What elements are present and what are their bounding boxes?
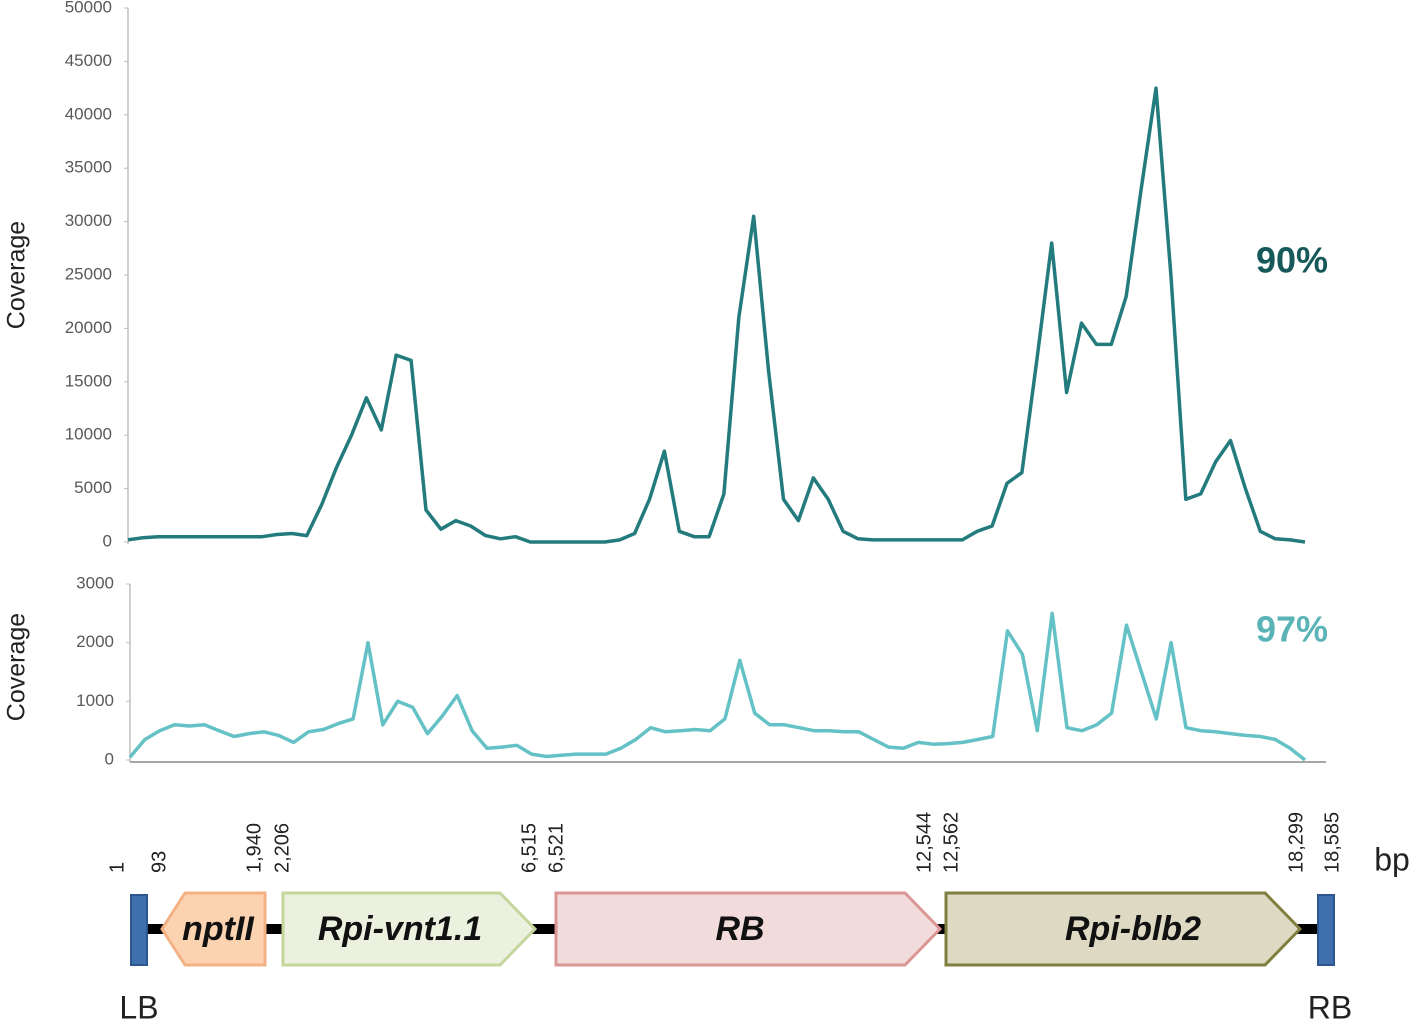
annotation: 90% (1256, 240, 1328, 281)
coverage-line (127, 86, 1306, 544)
position-label: 18,585 (1321, 812, 1343, 873)
y-tick-label: 20000 (65, 318, 112, 337)
y-tick-label: 30000 (65, 211, 112, 230)
position-label: 93 (148, 851, 170, 873)
y-axis-title: Coverage (3, 221, 31, 329)
y-tick-label: 35000 (65, 158, 112, 177)
gene-arrow (944, 891, 1303, 967)
coverage-line (128, 611, 1307, 762)
position-label: 1,940 (243, 823, 265, 873)
right-border-box (1317, 894, 1335, 966)
gene-arrow (281, 891, 538, 967)
y-tick-label: 2000 (76, 632, 114, 651)
right-border-label: RB (1308, 989, 1352, 1025)
y-tick-label: 3000 (76, 573, 114, 592)
y-tick-label: 1000 (76, 691, 114, 710)
position-label: 6,521 (545, 823, 567, 873)
unit-label: bp (1374, 841, 1410, 877)
gene-label: nptII (182, 910, 255, 948)
position-label: 18,299 (1285, 812, 1307, 873)
left-border-label: LB (119, 989, 158, 1025)
y-tick-label: 15000 (65, 371, 112, 390)
y-tick-label: 10000 (65, 425, 112, 444)
y-tick-label: 50000 (65, 0, 112, 16)
y-tick-label: 40000 (65, 104, 112, 123)
y-tick-label: 45000 (65, 51, 112, 70)
left-border-box (130, 894, 148, 966)
y-tick-label: 5000 (74, 478, 112, 497)
annotation: 97% (1256, 609, 1328, 650)
gene-arrow (160, 891, 267, 967)
position-label: 12,544 (913, 812, 935, 873)
y-tick-label: 0 (103, 531, 112, 550)
position-label: 12,562 (940, 812, 962, 873)
gene-label: Rpi-blb2 (1065, 910, 1201, 948)
position-label: 2,206 (271, 823, 293, 873)
gene-label: RB (715, 910, 764, 948)
y-axis-title: Coverage (3, 613, 31, 721)
gene-label: Rpi-vnt1.1 (318, 910, 482, 948)
y-tick-label: 25000 (65, 264, 112, 283)
position-label: 6,515 (518, 823, 540, 873)
position-label: 1 (106, 862, 128, 873)
y-tick-label: 0 (105, 749, 114, 768)
gene-arrow (554, 891, 943, 967)
